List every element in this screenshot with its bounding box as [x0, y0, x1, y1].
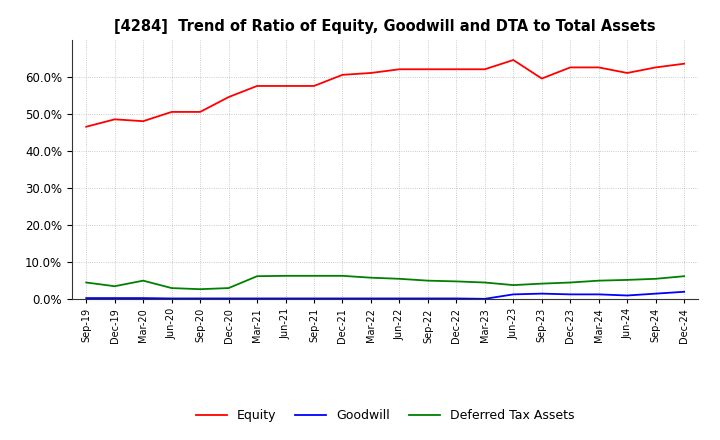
Goodwill — [366, 296, 375, 301]
Goodwill — [652, 291, 660, 296]
Goodwill — [253, 296, 261, 301]
Deferred Tax Assets — [196, 286, 204, 292]
Deferred Tax Assets — [480, 280, 489, 285]
Goodwill — [110, 295, 119, 301]
Equity — [338, 72, 347, 77]
Equity — [310, 83, 318, 88]
Deferred Tax Assets — [395, 276, 404, 282]
Equity — [480, 66, 489, 72]
Equity — [82, 124, 91, 129]
Equity — [566, 65, 575, 70]
Goodwill — [139, 295, 148, 301]
Equity — [623, 70, 631, 76]
Deferred Tax Assets — [310, 273, 318, 279]
Deferred Tax Assets — [509, 282, 518, 288]
Legend: Equity, Goodwill, Deferred Tax Assets: Equity, Goodwill, Deferred Tax Assets — [191, 404, 580, 427]
Deferred Tax Assets — [366, 275, 375, 280]
Goodwill — [566, 292, 575, 297]
Deferred Tax Assets — [595, 278, 603, 283]
Equity — [509, 57, 518, 62]
Goodwill — [423, 296, 432, 301]
Deferred Tax Assets — [167, 286, 176, 291]
Deferred Tax Assets — [423, 278, 432, 283]
Equity — [139, 118, 148, 124]
Goodwill — [167, 296, 176, 301]
Deferred Tax Assets — [253, 274, 261, 279]
Deferred Tax Assets — [139, 278, 148, 283]
Goodwill — [395, 296, 404, 301]
Goodwill — [310, 296, 318, 301]
Line: Goodwill: Goodwill — [86, 292, 684, 299]
Equity — [680, 61, 688, 66]
Deferred Tax Assets — [82, 280, 91, 285]
Goodwill — [196, 296, 204, 301]
Deferred Tax Assets — [338, 273, 347, 279]
Goodwill — [509, 292, 518, 297]
Line: Equity: Equity — [86, 60, 684, 127]
Deferred Tax Assets — [623, 277, 631, 282]
Deferred Tax Assets — [452, 279, 461, 284]
Equity — [167, 109, 176, 114]
Line: Deferred Tax Assets: Deferred Tax Assets — [86, 276, 684, 289]
Goodwill — [82, 295, 91, 301]
Goodwill — [452, 296, 461, 301]
Goodwill — [623, 293, 631, 298]
Equity — [282, 83, 290, 88]
Deferred Tax Assets — [110, 284, 119, 289]
Goodwill — [282, 296, 290, 301]
Equity — [253, 83, 261, 88]
Equity — [652, 65, 660, 70]
Goodwill — [480, 296, 489, 301]
Equity — [537, 76, 546, 81]
Equity — [452, 66, 461, 72]
Equity — [595, 65, 603, 70]
Goodwill — [537, 291, 546, 296]
Deferred Tax Assets — [652, 276, 660, 282]
Equity — [196, 109, 204, 114]
Deferred Tax Assets — [225, 286, 233, 291]
Title: [4284]  Trend of Ratio of Equity, Goodwill and DTA to Total Assets: [4284] Trend of Ratio of Equity, Goodwil… — [114, 19, 656, 34]
Deferred Tax Assets — [282, 273, 290, 279]
Equity — [366, 70, 375, 76]
Goodwill — [225, 296, 233, 301]
Equity — [110, 117, 119, 122]
Goodwill — [595, 292, 603, 297]
Goodwill — [680, 289, 688, 294]
Equity — [423, 66, 432, 72]
Equity — [395, 66, 404, 72]
Deferred Tax Assets — [537, 281, 546, 286]
Deferred Tax Assets — [680, 274, 688, 279]
Equity — [225, 95, 233, 100]
Deferred Tax Assets — [566, 280, 575, 285]
Goodwill — [338, 296, 347, 301]
